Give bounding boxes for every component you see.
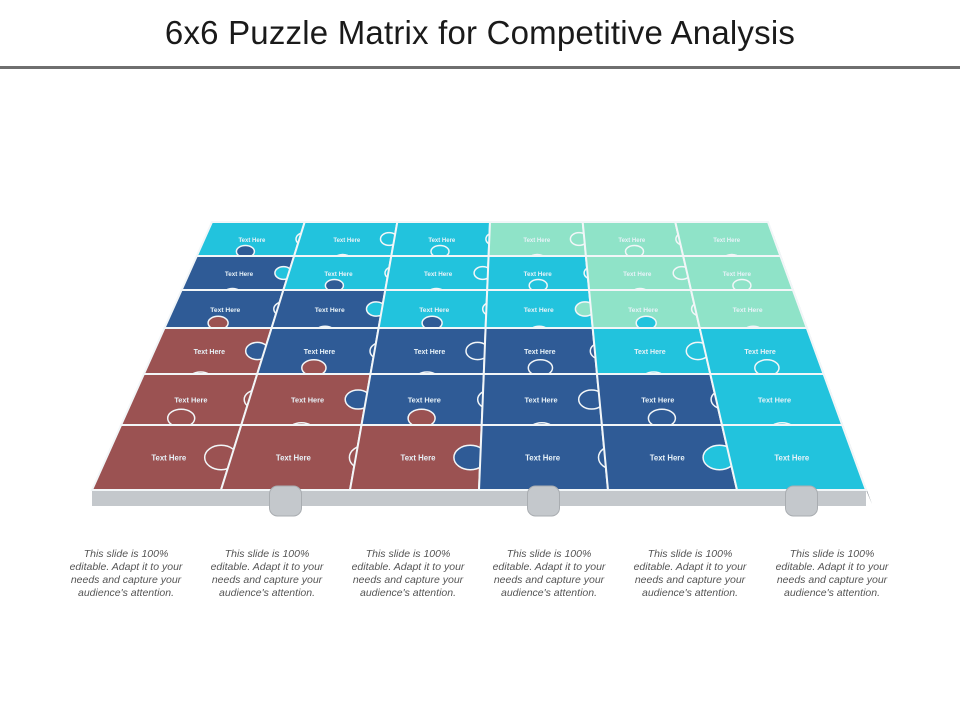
piece-label: Text Here bbox=[424, 271, 453, 278]
piece-label: Text Here bbox=[733, 307, 763, 314]
puzzle-piece: Text Here bbox=[681, 255, 795, 293]
title-divider bbox=[0, 66, 960, 69]
board-front-edge bbox=[92, 490, 866, 506]
piece-label: Text Here bbox=[324, 271, 353, 278]
piece-label: Text Here bbox=[744, 349, 775, 356]
piece-label: Text Here bbox=[524, 307, 554, 314]
piece-label: Text Here bbox=[623, 271, 652, 278]
piece-label: Text Here bbox=[723, 271, 752, 278]
piece-label: Text Here bbox=[641, 396, 674, 405]
piece-label: Text Here bbox=[634, 349, 665, 356]
puzzle-piece: Text Here bbox=[600, 424, 739, 491]
piece-label: Text Here bbox=[225, 271, 254, 278]
piece-label: Text Here bbox=[774, 454, 810, 463]
caption-3: This slide is 100% editable. Adapt it to… bbox=[351, 548, 465, 599]
slide-title: 6x6 Puzzle Matrix for Competitive Analys… bbox=[164, 14, 796, 51]
caption-1: This slide is 100% editable. Adapt it to… bbox=[69, 548, 183, 599]
board-edge-tabs bbox=[269, 485, 818, 517]
piece-label: Text Here bbox=[525, 396, 558, 405]
piece-label: Text Here bbox=[276, 454, 312, 463]
puzzle-piece: Text Here bbox=[720, 424, 868, 491]
piece-label: Text Here bbox=[333, 238, 361, 244]
piece-label: Text Here bbox=[524, 271, 553, 278]
piece-label: Text Here bbox=[524, 349, 555, 356]
puzzle-piece: Text Here bbox=[390, 221, 504, 259]
caption-row: This slide is 100% editable. Adapt it to… bbox=[0, 548, 960, 628]
piece-label: Text Here bbox=[428, 238, 456, 244]
caption-6: This slide is 100% editable. Adapt it to… bbox=[775, 548, 889, 599]
piece-label: Text Here bbox=[151, 454, 187, 463]
piece-label: Text Here bbox=[523, 238, 551, 244]
piece-label: Text Here bbox=[238, 238, 266, 244]
piece-label: Text Here bbox=[650, 454, 686, 463]
puzzle-piece: Text Here bbox=[282, 255, 403, 293]
piece-label: Text Here bbox=[628, 307, 658, 314]
puzzle-pieces: Text Here Text Here Text Here Text Here Text… bbox=[90, 221, 868, 491]
puzzle-piece: Text Here bbox=[90, 424, 243, 491]
caption-2: This slide is 100% editable. Adapt it to… bbox=[210, 548, 324, 599]
piece-label: Text Here bbox=[315, 307, 345, 314]
piece-label: Text Here bbox=[408, 396, 441, 405]
piece-label: Text Here bbox=[174, 396, 207, 405]
puzzle-piece: Text Here bbox=[377, 289, 503, 331]
piece-label: Text Here bbox=[419, 307, 449, 314]
piece-label: Text Here bbox=[401, 454, 437, 463]
piece-label: Text Here bbox=[194, 349, 225, 356]
puzzle-piece: Text Here bbox=[698, 327, 826, 377]
piece-label: Text Here bbox=[758, 396, 791, 405]
piece-label: Text Here bbox=[525, 454, 561, 463]
piece-label: Text Here bbox=[713, 238, 741, 244]
puzzle-piece: Text Here bbox=[360, 373, 505, 429]
piece-label: Text Here bbox=[291, 396, 324, 405]
piece-label: Text Here bbox=[304, 349, 335, 356]
puzzle-piece: Text Here bbox=[486, 255, 603, 293]
piece-label: Text Here bbox=[210, 307, 240, 314]
caption-5: This slide is 100% editable. Adapt it to… bbox=[633, 548, 747, 599]
puzzle-piece: Text Here bbox=[348, 424, 488, 491]
piece-label: Text Here bbox=[618, 238, 646, 244]
caption-4: This slide is 100% editable. Adapt it to… bbox=[492, 548, 606, 599]
piece-label: Text Here bbox=[414, 349, 445, 356]
